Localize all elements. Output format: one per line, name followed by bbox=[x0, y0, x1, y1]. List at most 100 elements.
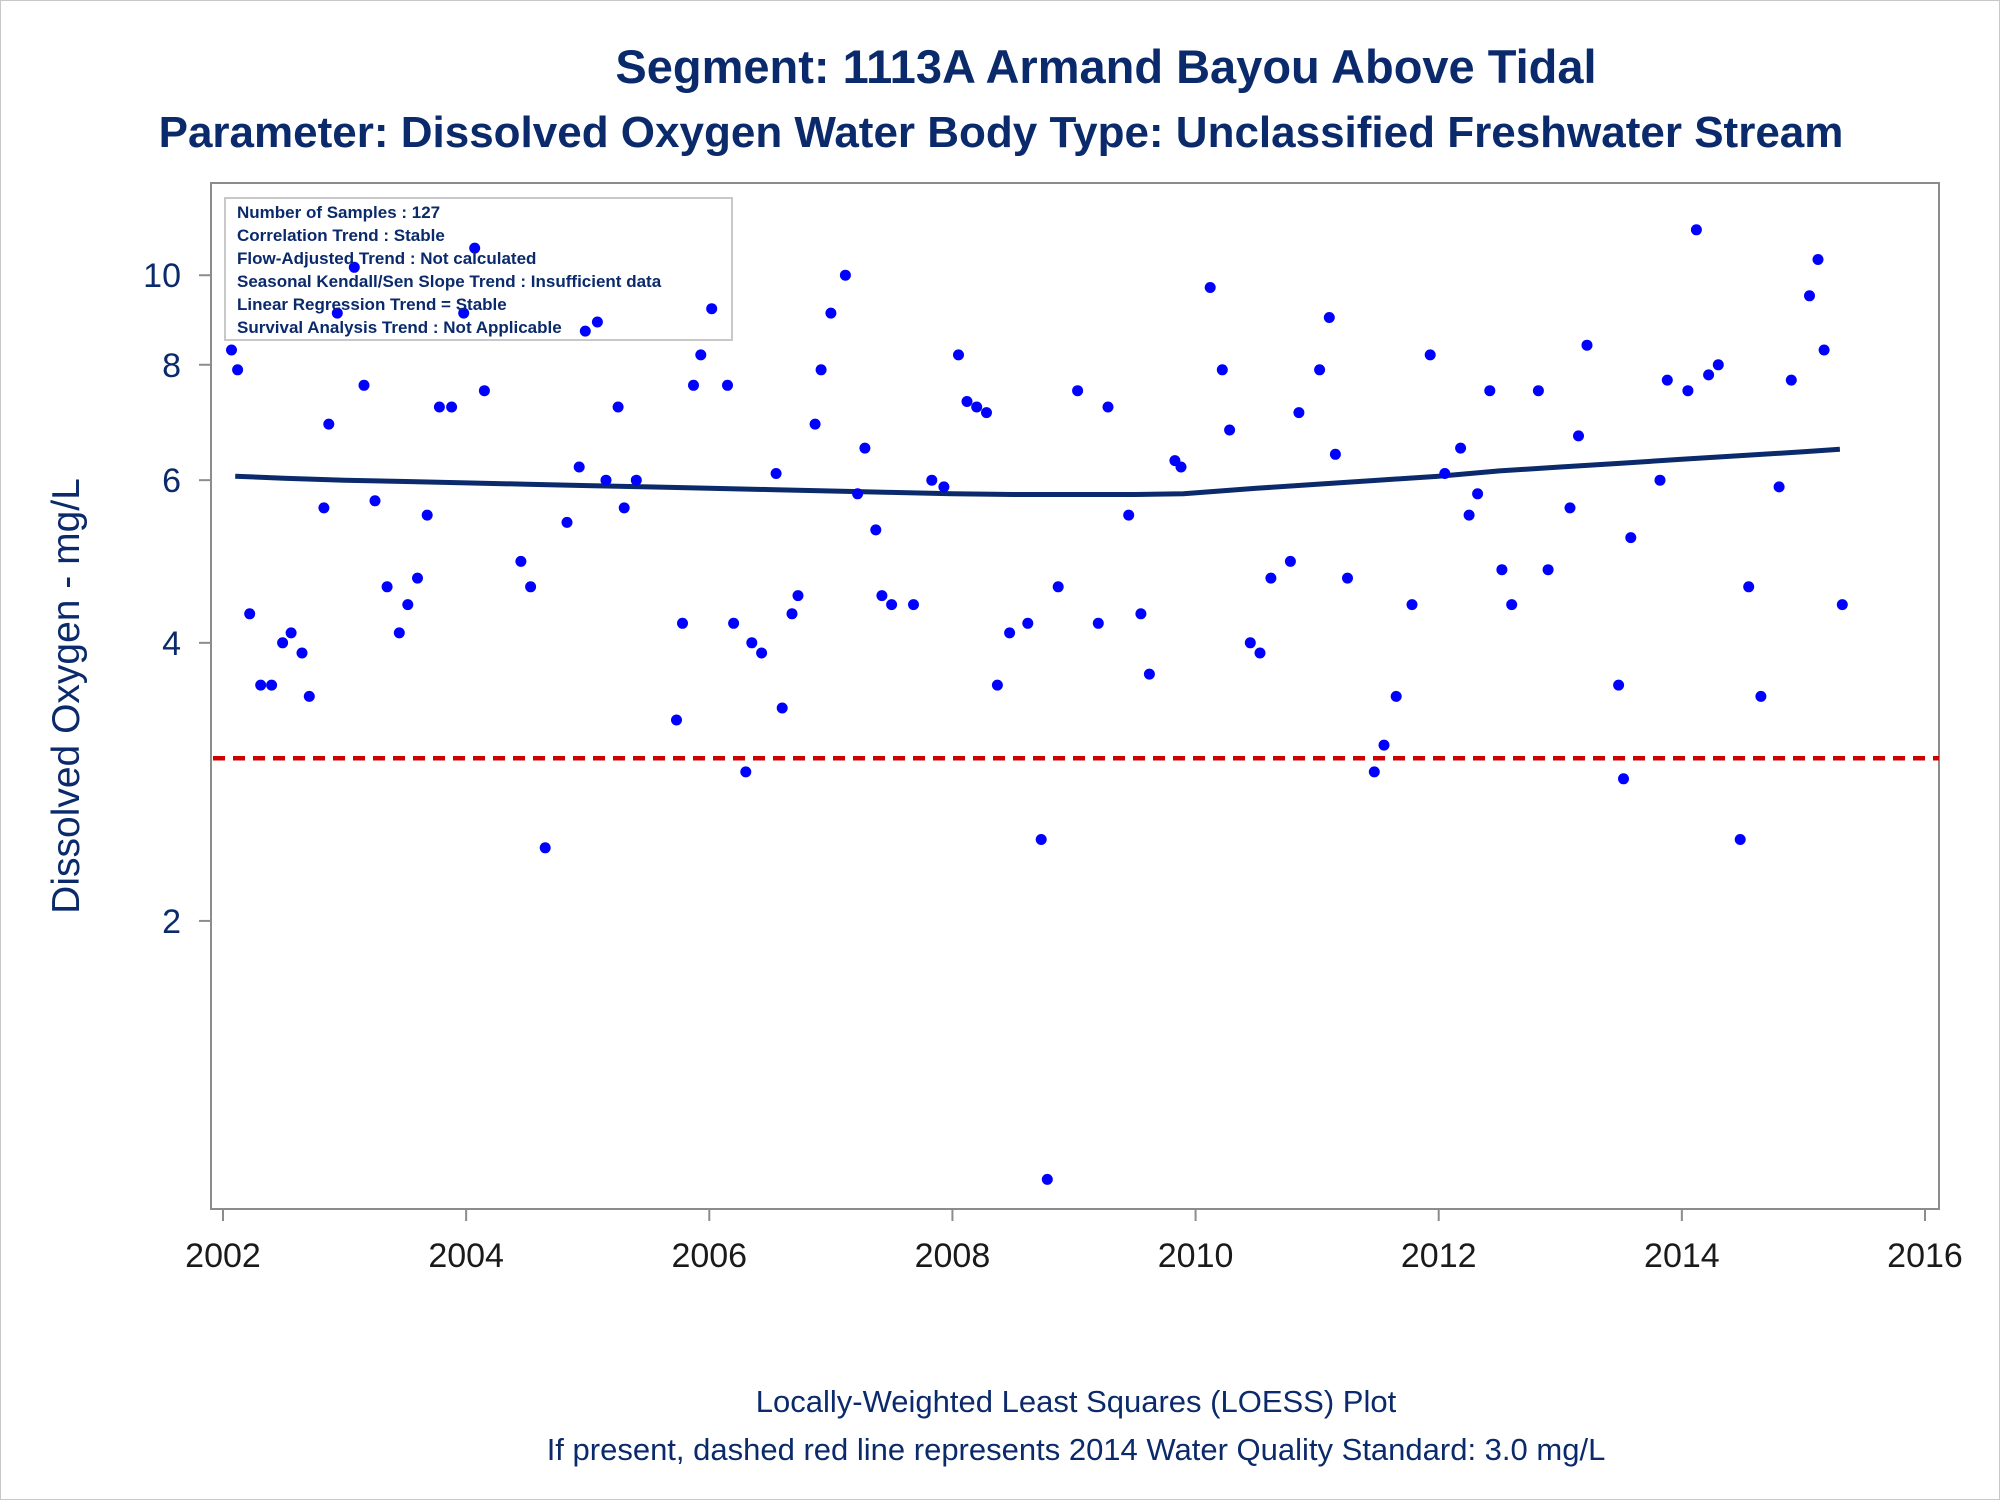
data-point bbox=[618, 502, 630, 514]
data-point bbox=[1542, 564, 1554, 576]
data-point bbox=[1661, 374, 1673, 386]
data-point bbox=[573, 461, 585, 473]
data-point bbox=[1175, 461, 1187, 473]
data-point bbox=[981, 407, 992, 419]
data-point bbox=[1390, 690, 1402, 702]
data-point bbox=[1244, 637, 1256, 649]
data-point bbox=[671, 714, 682, 726]
data-point bbox=[792, 590, 804, 602]
data-point bbox=[331, 307, 343, 319]
data-point bbox=[226, 344, 237, 356]
info-box-line: Seasonal Kendall/Sen Slope Trend : Insuf… bbox=[237, 272, 662, 291]
info-box-line: Correlation Trend : Stable bbox=[237, 226, 445, 245]
data-point bbox=[579, 325, 591, 337]
data-point bbox=[776, 702, 788, 714]
chart-title: Segment: 1113A Armand Bayou Above Tidal bbox=[615, 40, 1596, 93]
data-point bbox=[1378, 739, 1390, 751]
data-point bbox=[1703, 369, 1715, 381]
data-point bbox=[938, 481, 950, 493]
data-point bbox=[1224, 424, 1236, 436]
data-point bbox=[318, 502, 330, 514]
data-point bbox=[1406, 599, 1418, 611]
data-point bbox=[255, 679, 267, 691]
data-point bbox=[1836, 599, 1848, 611]
data-point bbox=[412, 572, 423, 584]
data-point bbox=[1618, 773, 1629, 785]
data-point bbox=[1785, 374, 1797, 386]
data-point bbox=[695, 349, 707, 361]
plot-area bbox=[210, 182, 1940, 1210]
data-point bbox=[870, 524, 882, 536]
data-point bbox=[1284, 555, 1296, 567]
data-point bbox=[746, 637, 758, 649]
data-point bbox=[402, 599, 414, 611]
data-point bbox=[688, 379, 699, 391]
data-point bbox=[908, 599, 919, 611]
data-point bbox=[971, 401, 983, 413]
data-point bbox=[515, 555, 527, 567]
y-tick-label: 4 bbox=[162, 625, 181, 663]
data-point bbox=[1314, 364, 1326, 376]
y-tick-label: 2 bbox=[162, 903, 181, 941]
loess-trend-line bbox=[235, 446, 1841, 497]
data-point bbox=[381, 581, 393, 593]
data-point bbox=[369, 495, 381, 507]
x-tick-label: 2016 bbox=[1887, 1237, 1963, 1275]
data-point bbox=[1265, 572, 1277, 584]
data-point bbox=[244, 608, 256, 620]
data-point bbox=[539, 842, 551, 854]
footnote-loess: Locally-Weighted Least Squares (LOESS) P… bbox=[756, 1384, 1397, 1419]
data-point bbox=[815, 364, 827, 376]
data-point bbox=[1564, 502, 1576, 514]
data-point bbox=[433, 401, 445, 413]
data-points bbox=[226, 224, 1848, 1185]
x-tick-label: 2006 bbox=[671, 1237, 747, 1275]
data-point bbox=[478, 385, 490, 397]
data-point bbox=[926, 474, 938, 486]
info-box-line: Linear Regression Trend = Stable bbox=[237, 295, 507, 314]
data-point bbox=[1712, 359, 1724, 371]
data-point bbox=[1329, 448, 1341, 460]
data-point bbox=[421, 509, 433, 521]
data-point bbox=[991, 679, 1003, 691]
data-point bbox=[852, 488, 864, 500]
data-point bbox=[1625, 532, 1637, 544]
info-box: Number of Samples : 127 Correlation Trend… bbox=[224, 197, 733, 341]
data-point bbox=[876, 590, 888, 602]
data-point bbox=[770, 468, 782, 479]
info-box-border bbox=[224, 197, 733, 341]
data-point bbox=[1092, 617, 1104, 629]
chart-subtitle: Parameter: Dissolved Oxygen Water Body T… bbox=[159, 108, 1844, 157]
data-point bbox=[756, 647, 768, 659]
data-point bbox=[1682, 385, 1694, 397]
data-point bbox=[323, 418, 335, 430]
data-point bbox=[953, 349, 964, 361]
data-point bbox=[458, 307, 470, 319]
data-point bbox=[277, 637, 289, 649]
x-tick-label: 2004 bbox=[428, 1237, 504, 1275]
data-point bbox=[303, 690, 315, 702]
data-point bbox=[859, 442, 871, 454]
data-point bbox=[446, 401, 458, 413]
data-point bbox=[1123, 509, 1135, 521]
data-point bbox=[722, 379, 733, 391]
data-point bbox=[561, 516, 573, 528]
data-point bbox=[525, 581, 537, 593]
data-point bbox=[1204, 282, 1216, 293]
data-point bbox=[232, 364, 244, 376]
data-point bbox=[1022, 617, 1034, 629]
y-tick-label: 10 bbox=[143, 257, 181, 295]
data-point bbox=[1216, 364, 1228, 376]
footnote-standard: If present, dashed red line represents 2… bbox=[547, 1432, 1606, 1467]
x-tick-label: 2012 bbox=[1401, 1237, 1477, 1275]
data-point bbox=[839, 269, 851, 281]
data-point bbox=[1368, 766, 1380, 778]
x-tick-label: 2010 bbox=[1158, 1237, 1234, 1275]
x-tick-label: 2008 bbox=[915, 1237, 991, 1275]
data-point bbox=[285, 627, 297, 639]
data-point bbox=[1506, 599, 1518, 611]
data-point bbox=[728, 617, 740, 629]
x-tick-label: 2002 bbox=[185, 1237, 261, 1275]
